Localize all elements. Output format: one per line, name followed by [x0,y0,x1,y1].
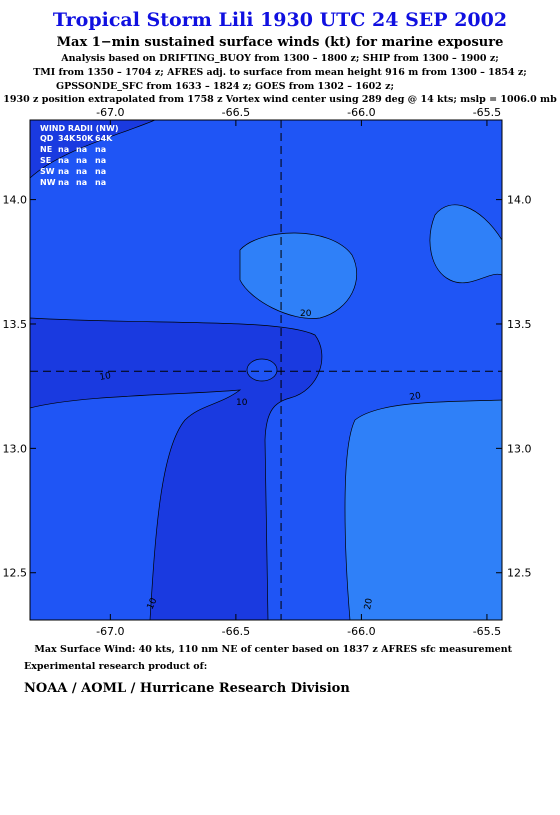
radii-header: 34K [58,134,76,143]
radii-cell: na [58,156,69,165]
note: 1930 z position extrapolated from 1758 z… [3,94,557,105]
radii-header: QD [40,134,54,143]
contour-label: 10 [146,596,160,611]
y-tick-label: 13.5 [507,318,532,331]
contour-region [246,358,278,382]
radii-cell: SW [40,167,55,176]
x-tick-label: -66.0 [347,625,375,638]
radii-cell: na [95,167,106,176]
x-tick-label: -67.0 [96,625,124,638]
x-tick-label: -66.5 [222,625,250,638]
y-tick-label: 13.0 [507,442,532,455]
contour-label: 20 [363,597,375,610]
x-tick-label: -66.5 [222,106,250,119]
y-tick-label: 14.0 [507,194,532,207]
note: GPSSONDE_SFC from 1633 – 1824 z; GOES fr… [56,81,394,92]
contour-region [429,204,503,284]
radii-cell: SE [40,156,51,165]
map [29,119,503,621]
contour-label: 20 [409,391,422,403]
map-frame [29,119,503,621]
title: Tropical Storm Lili 1930 UTC 24 SEP 2002 [53,9,507,31]
contour-region [29,119,156,179]
radii-header: 50K [76,134,94,143]
product: Experimental research product of: [24,661,207,672]
x-tick-label: -66.0 [347,106,375,119]
radii-cell: na [95,156,106,165]
radii-cell: na [76,145,87,154]
max-wind: Max Surface Wind: 40 kts, 110 nm NE of c… [34,644,512,655]
x-tick-label: -65.5 [473,625,501,638]
contour-region [344,399,503,621]
radii-cell: NE [40,145,52,154]
radii-cell: na [76,178,87,187]
radii-cell: na [58,145,69,154]
contour-label: 10 [236,398,248,408]
y-tick-label: 12.5 [3,567,28,580]
radii-cell: NW [40,178,56,187]
y-tick-label: 12.5 [507,567,532,580]
org: NOAA / AOML / Hurricane Research Divisio… [24,681,350,696]
y-tick-label: 13.0 [3,442,28,455]
radii-cell: na [76,167,87,176]
x-tick-label: -65.5 [473,106,501,119]
note: TMI from 1350 – 1704 z; AFRES adj. to su… [33,67,527,78]
subtitle: Max 1−min sustained surface winds (kt) f… [57,35,504,50]
y-tick-label: 13.5 [3,318,28,331]
contour-region [239,232,357,319]
radii-cell: na [58,167,69,176]
radii-cell: na [95,178,106,187]
note: Analysis based on DRIFTING_BUOY from 130… [60,53,498,64]
x-tick-label: -67.0 [96,106,124,119]
contour-label: 10 [99,371,112,383]
contour-label: 20 [300,309,312,319]
radii-header: 64K [95,134,113,143]
radii-title: WIND RADII (NW) [40,124,118,133]
radii-cell: na [58,178,69,187]
radii-cell: na [95,145,106,154]
y-tick-label: 14.0 [3,194,28,207]
radii-cell: na [76,156,87,165]
